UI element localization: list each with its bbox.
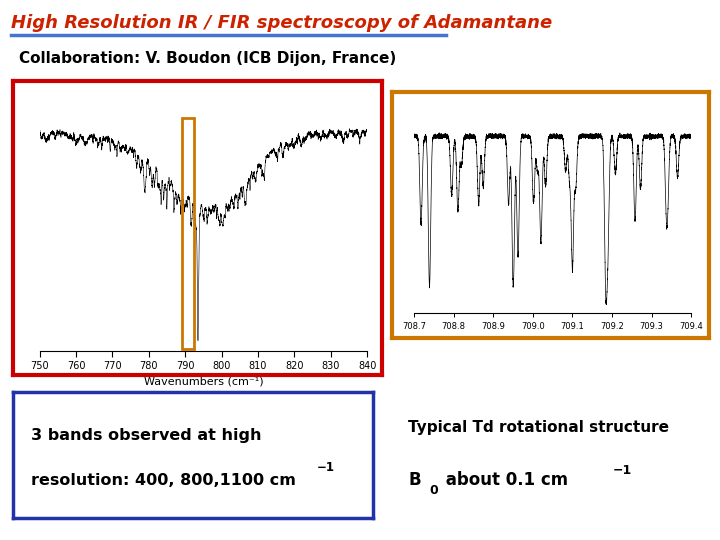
Text: Typical Td rotational structure: Typical Td rotational structure (408, 420, 670, 435)
Bar (181, 118, 194, 349)
X-axis label: Wavenumbers (cm⁻¹): Wavenumbers (cm⁻¹) (143, 377, 264, 387)
Text: High Resolution IR / FIR spectroscopy of Adamantane: High Resolution IR / FIR spectroscopy of… (11, 14, 552, 31)
Text: about 0.1 cm: about 0.1 cm (440, 471, 568, 489)
Text: −1: −1 (613, 464, 632, 477)
Text: 3 bands observed at high: 3 bands observed at high (31, 428, 261, 443)
Text: resolution: 400, 800,1100 cm: resolution: 400, 800,1100 cm (31, 473, 296, 488)
Text: Collaboration: V. Boudon (ICB Dijon, France): Collaboration: V. Boudon (ICB Dijon, Fra… (19, 51, 397, 66)
Text: −1: −1 (318, 461, 336, 474)
Text: B: B (408, 471, 421, 489)
Text: 0: 0 (430, 484, 438, 497)
